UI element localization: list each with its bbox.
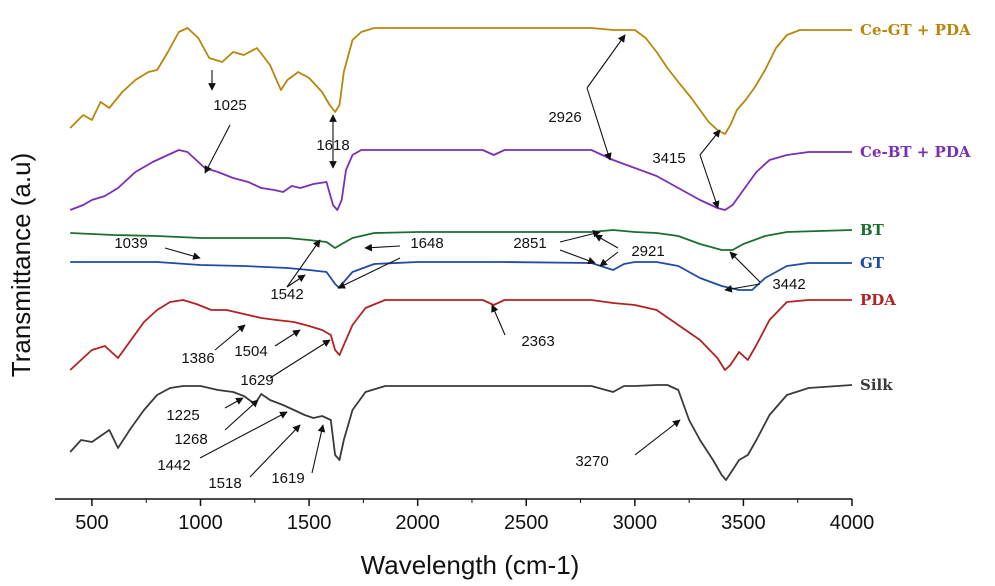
annotation-arrow	[199, 411, 288, 459]
series-line-ce-bt-pda	[69, 149, 852, 211]
annotation-arrow	[594, 234, 619, 249]
annotation-label-1629: 1629	[240, 372, 273, 389]
annotation-arrow	[634, 419, 681, 456]
annotation-arrow	[269, 339, 331, 379]
annotation-label-1442: 1442	[157, 457, 190, 474]
annotation-label-1618: 1618	[316, 137, 349, 154]
annotation-arrow	[724, 283, 761, 293]
annotation-arrow	[699, 154, 720, 209]
annotation-label-1518: 1518	[208, 475, 241, 492]
annotation-arrow	[559, 249, 596, 265]
annotation-1518: 1518	[208, 424, 301, 492]
annotation-label-1542: 1542	[270, 286, 303, 303]
annotation-label-1386: 1386	[181, 350, 214, 367]
series-label-gt: GT	[860, 254, 885, 272]
annotation-label-1039: 1039	[114, 235, 147, 252]
annotation-arrow	[364, 243, 401, 252]
annotation-2851: 2851	[513, 229, 601, 265]
annotation-arrow	[286, 274, 306, 288]
x-tick-label-4000: 4000	[830, 512, 875, 534]
series-line-silk	[69, 384, 853, 481]
annotation-3442: 3442	[724, 251, 806, 293]
annotation-1619: 1619	[271, 424, 326, 487]
annotation-arrow	[286, 239, 321, 288]
x-tick-label-1500: 1500	[287, 512, 332, 534]
annotation-2926: 2926	[548, 34, 626, 161]
annotation-1629: 1629	[240, 339, 331, 389]
series-line-gt	[70, 261, 852, 291]
annotation-label-2851: 2851	[513, 235, 546, 252]
annotation-1504: 1504	[234, 329, 301, 360]
annotation-label-2921: 2921	[631, 243, 664, 260]
series-label-bt: BT	[860, 221, 885, 239]
annotation-3415: 3415	[652, 129, 721, 209]
x-tick-label-1000: 1000	[178, 512, 223, 534]
series-label-ce-gt-pda: Ce-GT + PDA	[860, 21, 971, 39]
annotation-arrow	[311, 424, 326, 474]
series-line-ce-gt-pda	[69, 27, 852, 135]
series-line-bt	[70, 229, 853, 251]
annotation-arrow	[224, 399, 259, 431]
x-tick-label-3000: 3000	[613, 512, 658, 534]
annotation-arrow	[337, 257, 401, 289]
annotation-arrow	[491, 304, 506, 336]
annotation-label-1225: 1225	[166, 407, 199, 424]
annotation-label-3270: 3270	[575, 453, 608, 470]
series-label-ce-bt-pda: Ce-BT + PDA	[860, 143, 971, 161]
series-label-pda: PDA	[860, 291, 896, 309]
annotation-1268: 1268	[174, 399, 259, 448]
annotation-2921: 2921	[594, 234, 665, 267]
annotation-arrow	[214, 324, 246, 351]
annotation-label-1619: 1619	[271, 470, 304, 487]
annotation-arrow	[204, 124, 231, 174]
annotation-1618: 1618	[316, 114, 350, 169]
annotation-arrow	[699, 129, 721, 156]
annotation-layer: 1025 1618 2926 3415 1039 1648 2851 2921 1542 3442…	[114, 34, 806, 492]
series-label-silk: Silk	[860, 376, 893, 394]
annotation-1386: 1386	[181, 324, 246, 367]
annotation-1442: 1442	[157, 411, 288, 474]
annotation-label-1648: 1648	[410, 235, 443, 252]
annotation-arrow	[224, 397, 244, 409]
annotation-arrow	[249, 424, 301, 478]
x-tick-label-3500: 3500	[721, 512, 766, 534]
series-line-pda	[69, 299, 852, 371]
annotation-label-2926: 2926	[548, 109, 581, 126]
annotation-arrow	[274, 329, 301, 347]
annotation-label-1504: 1504	[234, 343, 267, 360]
annotation-label-1268: 1268	[174, 431, 207, 448]
annotation-1225: 1225	[166, 397, 244, 424]
annotation-3270: 3270	[575, 419, 681, 470]
annotation-1025: 1025	[204, 70, 247, 174]
annotation-arrow	[586, 87, 612, 161]
annotation-arrow	[164, 247, 201, 260]
annotation-1039: 1039	[114, 235, 201, 260]
annotation-label-1025: 1025	[213, 97, 246, 114]
annotation-1542: 1542	[270, 239, 321, 303]
annotation-label-3415: 3415	[652, 150, 685, 167]
x-axis: 500 1000 1500 2000 2500 3000 3500 4000	[55, 498, 875, 534]
x-axis-title: Wavelength (cm-1)	[361, 550, 580, 580]
annotation-1648: 1648	[337, 235, 444, 289]
annotation-arrow	[729, 251, 761, 283]
annotation-arrow	[599, 251, 619, 267]
annotation-arrow	[586, 34, 626, 89]
annotation-label-2363: 2363	[521, 333, 554, 350]
annotation-2363: 2363	[491, 304, 555, 350]
y-axis-title: Transmittance (a.u)	[6, 153, 36, 377]
x-tick-label-500: 500	[75, 512, 108, 534]
x-tick-label-2000: 2000	[395, 512, 440, 534]
x-tick-label-2500: 2500	[504, 512, 549, 534]
annotation-arrow	[559, 229, 601, 243]
annotation-label-3442: 3442	[772, 276, 805, 293]
series-layer: Ce-GT + PDA Ce-BT + PDA BT GT PDA Silk	[69, 21, 971, 481]
